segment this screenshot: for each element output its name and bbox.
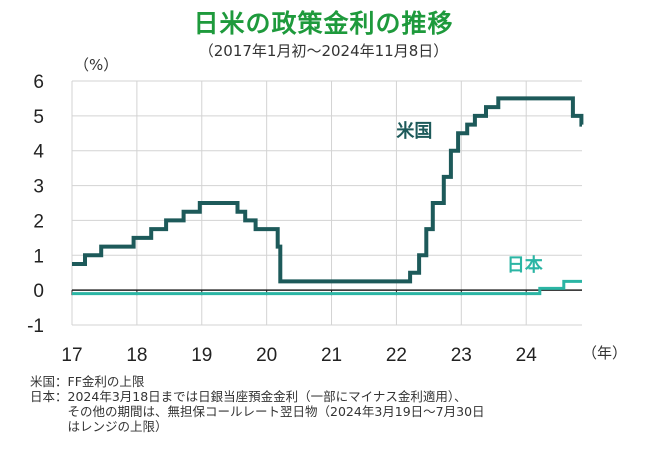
note-us-key: 米国：	[30, 374, 68, 389]
x-tick-label: 24	[516, 345, 538, 366]
note-jp-line: 2024年3月18日までは日銀当座預金金利（一部にマイナス金利適用）、	[67, 389, 467, 404]
y-tick-label: 2	[33, 211, 44, 232]
y-tick-label: 4	[33, 142, 44, 163]
chart-notes: 米国： FF金利の上限 日本： 2024年3月18日までは日銀当座預金金利（一部…	[30, 374, 640, 434]
x-axis-label: （年）	[582, 344, 627, 362]
x-tick-label: 17	[61, 345, 82, 366]
y-tick-label: 3	[33, 177, 44, 198]
note-jp-line: その他の期間は、無担保コールレート翌日物（2024年3月19日～7月30日	[67, 404, 485, 419]
x-tick-label: 22	[386, 345, 407, 366]
chart-title: 日米の政策金利の推移	[193, 9, 454, 38]
x-tick-label: 20	[256, 345, 277, 366]
series-line-japan	[72, 279, 582, 296]
note-us-line: FF金利の上限	[67, 374, 145, 389]
series-line-us	[72, 96, 584, 284]
series-label: 米国	[396, 120, 432, 142]
series-label: 日本	[507, 254, 543, 276]
chart-subtitle: （2017年1月初～2024年11月8日）	[198, 42, 449, 60]
x-tick-label: 19	[191, 345, 212, 366]
x-tick-label: 23	[451, 345, 472, 366]
y-tick-label: 1	[33, 246, 44, 267]
y-tick-label: 0	[33, 281, 44, 302]
x-tick-label: 18	[126, 345, 147, 366]
y-tick-label: 6	[33, 72, 44, 93]
y-tick-label: -1	[27, 316, 44, 337]
note-us: 米国： FF金利の上限	[30, 374, 640, 389]
note-jp-line: はレンジの上限）	[67, 419, 168, 434]
x-tick-label: 21	[321, 345, 342, 366]
note-jp: 日本： 2024年3月18日までは日銀当座預金金利（一部にマイナス金利適用）、 …	[30, 389, 640, 434]
y-axis-label: （%）	[74, 56, 118, 74]
note-jp-key: 日本：	[30, 389, 68, 404]
y-tick-label: 5	[33, 107, 44, 128]
